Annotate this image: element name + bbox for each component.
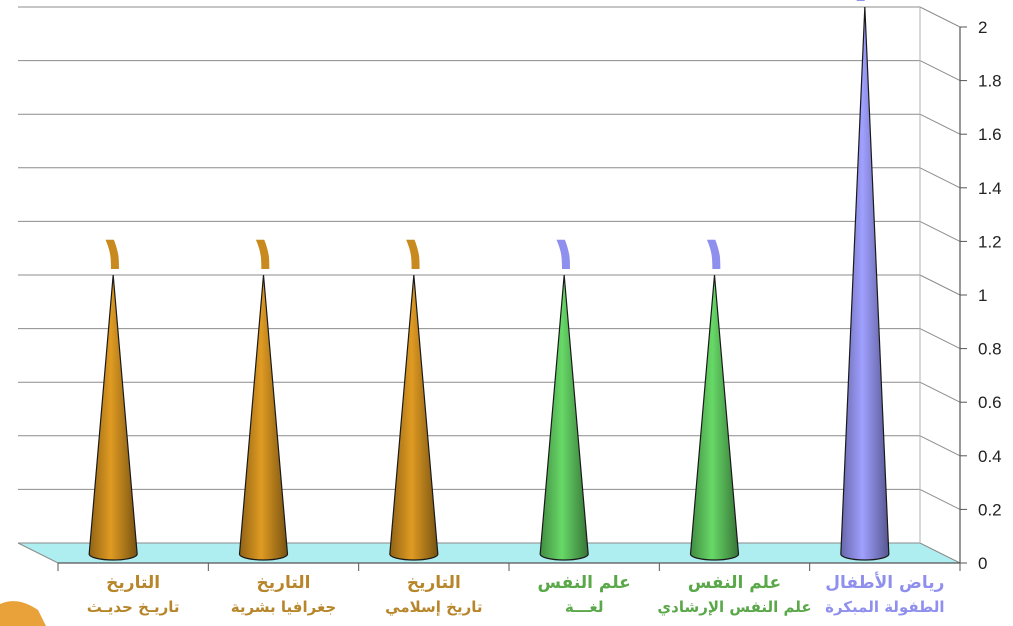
- value-label: ١: [700, 226, 728, 280]
- gridline-side: [919, 220, 961, 242]
- y-tick-label: 0.8: [978, 340, 1002, 359]
- value-label: ١: [249, 226, 277, 280]
- category-label-line1: علم النفس: [538, 573, 631, 593]
- value-label: ١: [99, 226, 127, 280]
- gridline-side: [919, 167, 961, 189]
- cone-bar: [689, 274, 740, 561]
- category-label-line2: تاريـخ حديـث: [87, 598, 180, 616]
- y-tick-label: 0: [978, 554, 987, 573]
- category-label-line1: رياض الأطفال: [825, 572, 944, 593]
- gridline-side: [919, 113, 961, 135]
- gridline-side: [919, 6, 961, 28]
- y-tick-label: 0.6: [978, 393, 1002, 412]
- cone-bar: [88, 274, 138, 561]
- y-tick-label: 2: [978, 18, 987, 37]
- category-label-line1: التاريخ: [407, 573, 461, 593]
- gridline-side: [919, 60, 961, 82]
- y-tick-label: 0.2: [978, 500, 1002, 519]
- gridline-side: [919, 274, 961, 296]
- y-tick-label: 1.2: [978, 232, 1002, 251]
- cone-bar: [389, 274, 439, 561]
- value-label: ١: [550, 226, 578, 280]
- value-label: ١: [400, 226, 428, 280]
- y-tick-label: 1: [978, 286, 987, 305]
- y-tick-label: 1.8: [978, 72, 1002, 91]
- gridline-side: [919, 328, 961, 350]
- category-label-line1: علم النفس: [688, 573, 781, 593]
- cone-bar: [840, 6, 890, 561]
- category-label-line2: علم النفس الإرشادي: [657, 598, 811, 617]
- floor-plane: [17, 542, 961, 564]
- value-label: ٢: [851, 0, 879, 12]
- y-tick-label: 1.4: [978, 179, 1002, 198]
- gridline-side: [919, 381, 961, 403]
- y-tick-label: 0.4: [978, 447, 1002, 466]
- cone-bar: [238, 274, 289, 561]
- category-label-line2: تاريخ إسلامي: [385, 598, 482, 616]
- category-label-line2: جغرافيا بشرية: [231, 598, 337, 616]
- category-label-line2: لغـــة: [565, 598, 604, 616]
- category-label-line1: التاريخ: [257, 573, 311, 593]
- category-label-line2: الطفولة المبكرة: [825, 598, 944, 616]
- category-label-line1: التاريخ: [106, 573, 160, 593]
- corner-decoration: [0, 601, 46, 626]
- cone-bar: [539, 274, 589, 561]
- gridline-side: [919, 488, 961, 510]
- gridline-side: [919, 435, 961, 457]
- y-tick-label: 1.6: [978, 125, 1002, 144]
